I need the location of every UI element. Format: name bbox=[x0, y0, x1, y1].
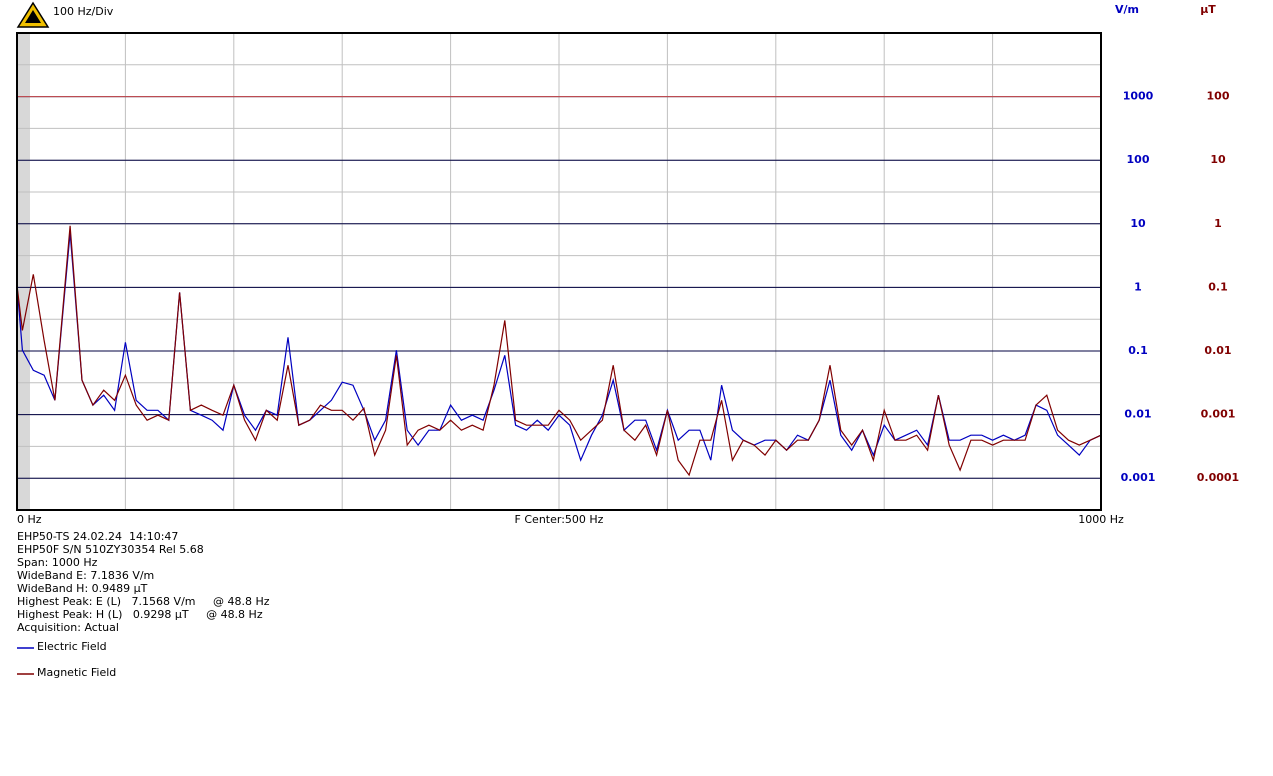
grid bbox=[17, 33, 1101, 511]
y-tick-label: 0.01 bbox=[1124, 408, 1151, 421]
warning-icon bbox=[16, 1, 50, 28]
y2-axis-label: µT bbox=[1200, 3, 1216, 16]
x-tick-label: 1000 Hz bbox=[1078, 513, 1124, 526]
plot-frame bbox=[16, 32, 1102, 511]
y2-tick-label: 1 bbox=[1214, 217, 1222, 230]
info-line: WideBand H: 0.9489 µT bbox=[17, 582, 148, 595]
x-tick-label: F Center:500 Hz bbox=[515, 513, 604, 526]
y2-tick-label: 10 bbox=[1210, 153, 1226, 166]
left-strip bbox=[17, 33, 30, 510]
y2-tick-label: 0.0001 bbox=[1197, 471, 1239, 484]
y-axis-label: V/m bbox=[1115, 3, 1139, 16]
info-line: Span: 1000 Hz bbox=[17, 556, 98, 569]
info-line: Highest Peak: E (L) 7.1568 V/m @ 48.8 Hz bbox=[17, 595, 270, 608]
y2-tick-label: 100 bbox=[1207, 90, 1230, 103]
x-tick-label: 0 Hz bbox=[17, 513, 42, 526]
y-tick-label: 1000 bbox=[1123, 90, 1154, 103]
info-line: Acquisition: Actual bbox=[17, 621, 119, 634]
legend-label: Electric Field bbox=[37, 640, 107, 653]
legend-label: Magnetic Field bbox=[37, 666, 116, 679]
y-tick-label: 100 bbox=[1127, 153, 1150, 166]
plot bbox=[16, 225, 1102, 477]
y2-tick-label: 0.1 bbox=[1208, 280, 1228, 293]
y-tick-label: 0.1 bbox=[1128, 344, 1148, 357]
y-tick-label: 10 bbox=[1130, 217, 1146, 230]
info-line: EHP50-TS 24.02.24 14:10:47 bbox=[17, 530, 178, 543]
title: 100 Hz/Div bbox=[53, 5, 114, 18]
series-line bbox=[16, 225, 1102, 477]
info-line: Highest Peak: H (L) 0.9298 µT @ 48.8 Hz bbox=[17, 608, 263, 621]
info-line: EHP50F S/N 510ZY30354 Rel 5.68 bbox=[17, 543, 204, 556]
series-line bbox=[16, 232, 1102, 462]
y2-tick-label: 0.001 bbox=[1201, 408, 1236, 421]
y2-tick-label: 0.01 bbox=[1204, 344, 1231, 357]
info-line: WideBand E: 7.1836 V/m bbox=[17, 569, 154, 582]
y-tick-label: 0.001 bbox=[1121, 471, 1156, 484]
y-tick-label: 1 bbox=[1134, 280, 1142, 293]
